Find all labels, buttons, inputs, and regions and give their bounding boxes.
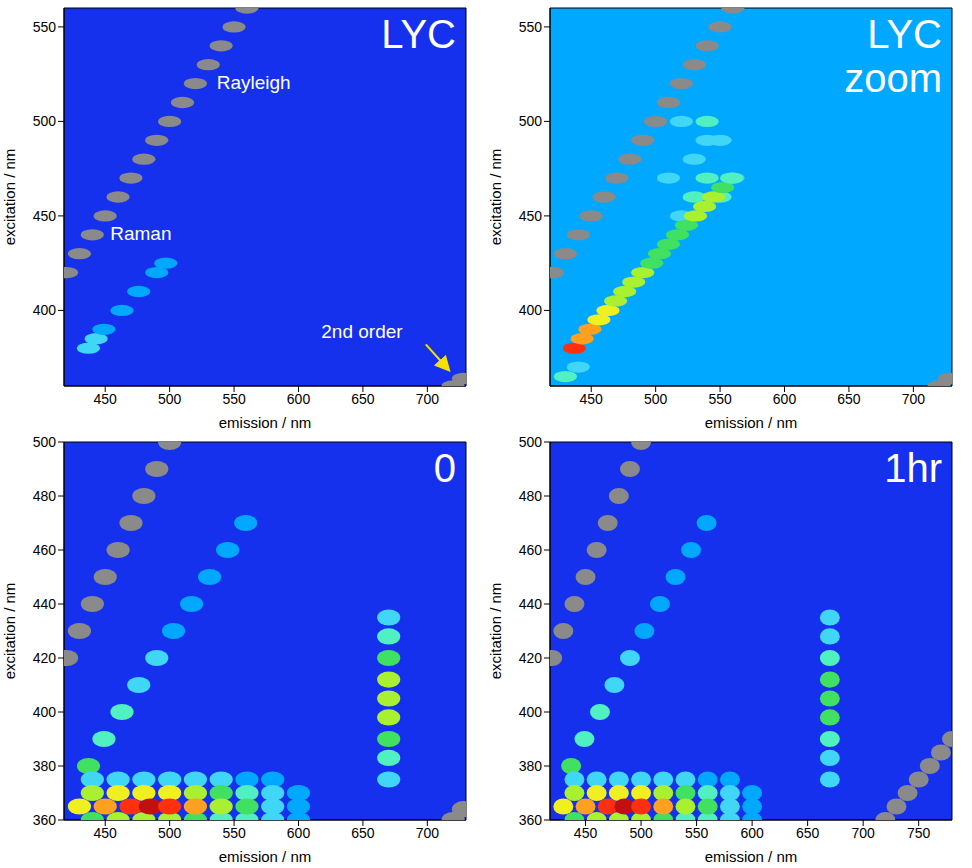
svg-text:450: 450 (580, 391, 604, 407)
svg-text:650: 650 (837, 391, 861, 407)
svg-text:550: 550 (222, 391, 246, 407)
svg-text:450: 450 (94, 391, 118, 407)
svg-text:700: 700 (416, 391, 440, 407)
svg-text:500: 500 (519, 113, 543, 129)
svg-text:440: 440 (33, 596, 57, 612)
svg-text:600: 600 (287, 825, 311, 841)
svg-text:650: 650 (351, 825, 375, 841)
svg-text:460: 460 (33, 542, 57, 558)
svg-text:emission / nm: emission / nm (705, 414, 798, 431)
svg-text:550: 550 (33, 19, 57, 35)
svg-text:700: 700 (902, 391, 926, 407)
svg-text:360: 360 (33, 812, 57, 828)
svg-text:440: 440 (519, 596, 543, 612)
svg-text:650: 650 (796, 825, 820, 841)
svg-text:480: 480 (33, 488, 57, 504)
svg-text:excitation / nm: excitation / nm (1, 583, 18, 680)
svg-text:550: 550 (685, 825, 709, 841)
svg-text:420: 420 (33, 650, 57, 666)
svg-text:500: 500 (644, 391, 668, 407)
svg-text:550: 550 (519, 19, 543, 35)
svg-text:500: 500 (519, 434, 543, 450)
svg-text:420: 420 (519, 650, 543, 666)
svg-text:emission / nm: emission / nm (219, 414, 312, 431)
svg-text:600: 600 (287, 391, 311, 407)
html-text:LYC: LYC (381, 12, 456, 56)
svg-text:450: 450 (574, 825, 598, 841)
svg-text:380: 380 (519, 758, 543, 774)
svg-text:650: 650 (351, 391, 375, 407)
svg-text:700: 700 (416, 825, 440, 841)
html-text:zoom: zoom (844, 56, 942, 100)
svg-text:excitation / nm: excitation / nm (1, 149, 18, 246)
svg-text:500: 500 (629, 825, 653, 841)
svg-text:emission / nm: emission / nm (219, 848, 312, 865)
svg-text:emission / nm: emission / nm (705, 848, 798, 865)
svg-text:500: 500 (158, 391, 182, 407)
html-text:LYC: LYC (867, 12, 942, 56)
svg-text:450: 450 (519, 208, 543, 224)
svg-text:excitation / nm: excitation / nm (487, 149, 504, 246)
svg-text:400: 400 (33, 302, 57, 318)
svg-text:400: 400 (519, 704, 543, 720)
svg-text:500: 500 (33, 113, 57, 129)
svg-text:Raman: Raman (110, 223, 171, 244)
svg-text:400: 400 (33, 704, 57, 720)
svg-text:480: 480 (519, 488, 543, 504)
svg-text:450: 450 (94, 825, 118, 841)
svg-text:550: 550 (708, 391, 732, 407)
svg-text:excitation / nm: excitation / nm (487, 583, 504, 680)
svg-text:600: 600 (773, 391, 797, 407)
svg-text:2nd order: 2nd order (321, 321, 403, 342)
svg-text:380: 380 (33, 758, 57, 774)
svg-text:500: 500 (33, 434, 57, 450)
svg-text:450: 450 (33, 208, 57, 224)
svg-text:700: 700 (851, 825, 875, 841)
svg-text:600: 600 (740, 825, 764, 841)
html-text:1hr: 1hr (884, 446, 942, 490)
svg-text:360: 360 (519, 812, 543, 828)
svg-text:400: 400 (519, 302, 543, 318)
svg-text:750: 750 (907, 825, 931, 841)
svg-text:550: 550 (222, 825, 246, 841)
html-text:0: 0 (433, 446, 456, 490)
svg-text:Rayleigh: Rayleigh (217, 72, 291, 93)
svg-text:500: 500 (158, 825, 182, 841)
svg-text:460: 460 (519, 542, 543, 558)
